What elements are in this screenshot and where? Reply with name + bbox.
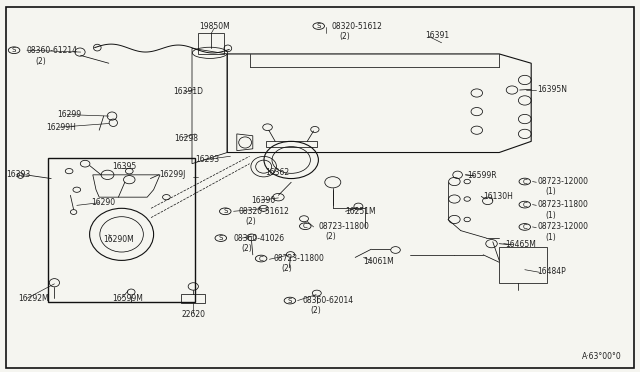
Bar (198, 33, 224, 54)
Text: (2): (2) (241, 244, 252, 253)
Text: S: S (288, 298, 292, 304)
Text: (1): (1) (545, 211, 556, 219)
Text: 08723-11800: 08723-11800 (318, 222, 369, 231)
Text: C: C (522, 202, 527, 208)
Text: 16465M: 16465M (506, 240, 536, 249)
Bar (48, 158, 195, 302)
Text: 16390: 16390 (252, 196, 276, 205)
Text: 16391D: 16391D (173, 87, 203, 96)
Text: 08360-41026: 08360-41026 (234, 234, 285, 243)
Text: 16293: 16293 (195, 155, 220, 164)
Text: C: C (522, 224, 527, 230)
Text: 16290: 16290 (92, 198, 116, 207)
Text: 16599M: 16599M (112, 294, 143, 303)
Text: 08320-51612: 08320-51612 (238, 207, 289, 216)
Text: (2): (2) (282, 264, 292, 273)
Text: (1): (1) (545, 233, 556, 242)
Text: (1): (1) (545, 187, 556, 196)
Text: 16395: 16395 (112, 162, 136, 171)
Text: 16298: 16298 (174, 134, 198, 143)
Text: 16393: 16393 (6, 170, 31, 179)
Text: A·63°00°0: A·63°00°0 (582, 352, 622, 361)
Text: S: S (12, 47, 16, 53)
Text: C: C (259, 256, 264, 262)
Text: 16130H: 16130H (483, 192, 513, 201)
Text: 08360-62014: 08360-62014 (303, 296, 354, 305)
Text: 16599R: 16599R (467, 171, 497, 180)
Text: (2): (2) (310, 306, 321, 315)
Text: 16299: 16299 (58, 110, 82, 119)
Text: 19850M: 19850M (199, 22, 230, 31)
Text: 08723-11800: 08723-11800 (538, 200, 588, 209)
Text: (2): (2) (339, 32, 350, 41)
Text: 16299H: 16299H (46, 123, 76, 132)
Text: 08723-12000: 08723-12000 (538, 177, 589, 186)
Text: S: S (317, 23, 321, 29)
Text: 16362: 16362 (266, 169, 290, 177)
Text: 16395N: 16395N (538, 85, 568, 94)
Text: 08723-11800: 08723-11800 (274, 254, 324, 263)
Text: 16290M: 16290M (104, 235, 134, 244)
Text: S: S (219, 235, 223, 241)
Text: 08360-61214: 08360-61214 (27, 46, 78, 55)
Text: 22620: 22620 (181, 310, 205, 319)
Text: 14061M: 14061M (364, 257, 394, 266)
Text: (2): (2) (326, 232, 337, 241)
Text: 16251M: 16251M (346, 207, 376, 216)
Text: 08320-51612: 08320-51612 (332, 22, 382, 31)
Text: 16484P: 16484P (538, 267, 566, 276)
Text: (2): (2) (246, 217, 257, 226)
Text: 16299J: 16299J (159, 170, 185, 179)
Text: (2): (2) (35, 57, 46, 66)
Text: 16391: 16391 (426, 31, 450, 40)
Text: 08723-12000: 08723-12000 (538, 222, 589, 231)
Text: 16292M: 16292M (18, 294, 49, 303)
Text: S: S (223, 208, 227, 214)
Bar (499, 247, 547, 283)
Text: C: C (303, 223, 308, 229)
Text: C: C (522, 179, 527, 185)
